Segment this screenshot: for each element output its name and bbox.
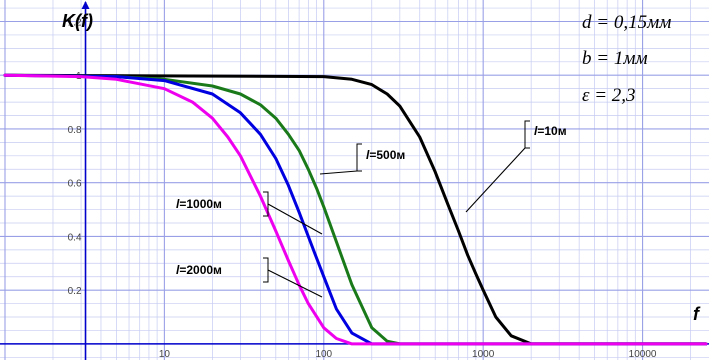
callout-3: l=2000м: [176, 257, 323, 298]
x-tick-label: 10: [159, 349, 171, 360]
curve-label-value: =1000м: [179, 197, 222, 211]
y-tick-label: 0.2: [68, 286, 82, 297]
x-tick-label: 100: [315, 349, 332, 360]
curve-label-value: =500м: [369, 148, 405, 162]
curve-0: [3, 73, 708, 346]
curve-2: [3, 73, 708, 346]
callout-bracket: [524, 120, 530, 149]
y-tick-label: 1.2: [68, 17, 82, 28]
curve-3: [3, 73, 708, 346]
curve-label: l=1000м: [176, 197, 222, 211]
x-axis-title: f: [693, 304, 701, 324]
parameter-epsilon: ε = 2,3: [582, 85, 636, 106]
callout-0: l=10м: [465, 120, 567, 213]
curve-label: l=500м: [366, 148, 405, 162]
curve-label-value: =2000м: [179, 263, 222, 277]
callout-bracket: [356, 143, 362, 172]
callout-1: l=500м: [319, 143, 405, 175]
curve-label-value: =10м: [537, 124, 566, 138]
curve-label: l=2000м: [176, 263, 222, 277]
curve-label-variable: l: [534, 124, 538, 138]
callout-bracket: [263, 257, 269, 283]
curve-label-variable: l: [176, 197, 180, 211]
x-tick-label: 10000: [629, 349, 657, 360]
curve-label-variable: l: [176, 263, 180, 277]
curve-label-variable: l: [366, 148, 370, 162]
x-tick-label: 1000: [472, 349, 495, 360]
y-tick-label: 0.4: [68, 232, 82, 243]
parameter-b: b = 1мм: [582, 48, 648, 69]
y-axis-arrow: [81, 1, 90, 9]
curve-1: [3, 73, 708, 346]
callout-leader: [267, 269, 323, 298]
callout-leader: [319, 170, 358, 175]
y-axis-title: K(f): [62, 11, 93, 31]
y-tick-label: 0.6: [68, 179, 82, 190]
parameter-box: d = 0,15мм b = 1мм ε = 2,3: [582, 12, 671, 106]
y-tick-label: 0.8: [68, 125, 82, 136]
callout-leader: [267, 203, 323, 235]
callout-2: l=1000м: [176, 191, 323, 235]
callout-leader: [465, 147, 526, 213]
parameter-d: d = 0,15мм: [582, 12, 671, 33]
curve-label: l=10м: [534, 124, 567, 138]
